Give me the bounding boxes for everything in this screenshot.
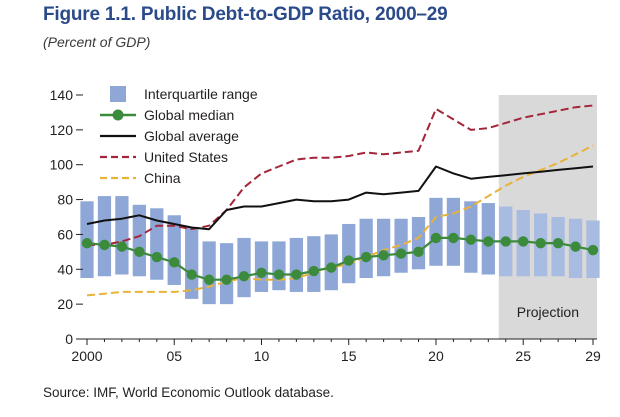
x-tick-label: 15 bbox=[341, 348, 357, 364]
chart-title: Figure 1.1. Public Debt-to-GDP Ratio, 20… bbox=[43, 4, 448, 25]
united-states-line bbox=[87, 104, 594, 246]
global-median-marker bbox=[587, 244, 599, 256]
projection-label: Projection bbox=[517, 304, 579, 320]
x-tick-label: 2000 bbox=[71, 348, 102, 364]
global-median-marker bbox=[291, 269, 302, 280]
global-median-marker bbox=[169, 257, 180, 268]
iqr-bar bbox=[97, 196, 112, 277]
iqr-bar bbox=[185, 227, 199, 299]
global-median-marker bbox=[413, 246, 424, 258]
x-tick-label: 25 bbox=[515, 348, 531, 364]
global-median-marker bbox=[308, 265, 320, 277]
iqr-bar bbox=[376, 218, 391, 277]
global-median-marker bbox=[500, 236, 511, 247]
global-median-marker bbox=[116, 241, 128, 252]
global-median-marker bbox=[518, 236, 529, 247]
iqr-bar bbox=[429, 197, 443, 266]
global-median-marker bbox=[186, 269, 197, 280]
y-tick-label: 0 bbox=[65, 331, 73, 347]
legend-global-median-marker bbox=[112, 109, 124, 121]
global-median-marker bbox=[99, 239, 110, 251]
global-median-marker bbox=[256, 267, 267, 278]
global-median-marker bbox=[430, 232, 442, 244]
global-median-marker bbox=[448, 232, 459, 244]
iqr-bar bbox=[324, 234, 338, 291]
iqr-bar bbox=[394, 218, 408, 273]
global-median-marker bbox=[535, 237, 546, 249]
iqr-bar bbox=[254, 241, 269, 292]
legend-united-states-label: United States bbox=[144, 149, 228, 165]
iqr-bar bbox=[219, 243, 234, 305]
x-tick-label: 20 bbox=[428, 348, 444, 364]
global-median-marker bbox=[151, 251, 162, 263]
y-tick-label: 20 bbox=[57, 296, 73, 312]
source-note: Source: IMF, World Economic Outlook data… bbox=[43, 385, 334, 400]
chart-subtitle: (Percent of GDP) bbox=[43, 34, 151, 50]
global-median-marker bbox=[360, 251, 372, 263]
legend-iqr-swatch bbox=[110, 86, 126, 102]
global-median-marker bbox=[134, 246, 145, 258]
iqr-bar bbox=[237, 237, 251, 298]
global-median-marker bbox=[203, 274, 215, 285]
global-median-marker bbox=[552, 237, 564, 249]
iqr-bar bbox=[272, 241, 286, 291]
global-median-marker bbox=[326, 262, 337, 273]
iqr-bar bbox=[342, 223, 356, 284]
y-tick-label: 80 bbox=[57, 192, 73, 208]
legend-global-median-label: Global median bbox=[144, 107, 234, 123]
x-tick-label: 05 bbox=[166, 348, 182, 364]
global-median-marker bbox=[238, 271, 250, 282]
iqr-bar bbox=[359, 218, 373, 278]
iqr-bar bbox=[202, 241, 216, 305]
iqr-bar bbox=[115, 196, 129, 275]
iqr-bar bbox=[167, 215, 181, 285]
global-median-marker bbox=[273, 269, 285, 280]
global-median-marker bbox=[395, 248, 407, 259]
iqr-bar bbox=[307, 236, 321, 292]
legend-china-label: China bbox=[144, 170, 181, 186]
legend-global-average-label: Global average bbox=[144, 128, 239, 144]
x-tick-label: 29 bbox=[585, 348, 601, 364]
y-tick-label: 140 bbox=[50, 87, 74, 103]
legend-iqr-label: Interquartile range bbox=[144, 86, 258, 102]
projection-region bbox=[498, 95, 597, 339]
global-average-line bbox=[86, 165, 594, 231]
global-median-marker bbox=[343, 255, 354, 266]
y-tick-label: 120 bbox=[50, 122, 74, 138]
global-median-marker bbox=[483, 236, 494, 247]
y-tick-label: 40 bbox=[57, 261, 73, 277]
global-median-marker bbox=[570, 241, 581, 252]
china-line bbox=[86, 144, 594, 297]
global-median-marker bbox=[465, 234, 477, 245]
global-median-marker bbox=[221, 274, 232, 285]
x-tick-label: 10 bbox=[254, 348, 270, 364]
iqr-bar bbox=[446, 197, 461, 266]
iqr-bar bbox=[132, 204, 146, 277]
global-median-marker bbox=[378, 250, 389, 261]
iqr-bar bbox=[411, 217, 426, 270]
y-tick-label: 60 bbox=[57, 226, 73, 242]
global-median-marker bbox=[81, 237, 93, 249]
y-tick-label: 100 bbox=[50, 157, 74, 173]
iqr-bar bbox=[289, 237, 304, 292]
